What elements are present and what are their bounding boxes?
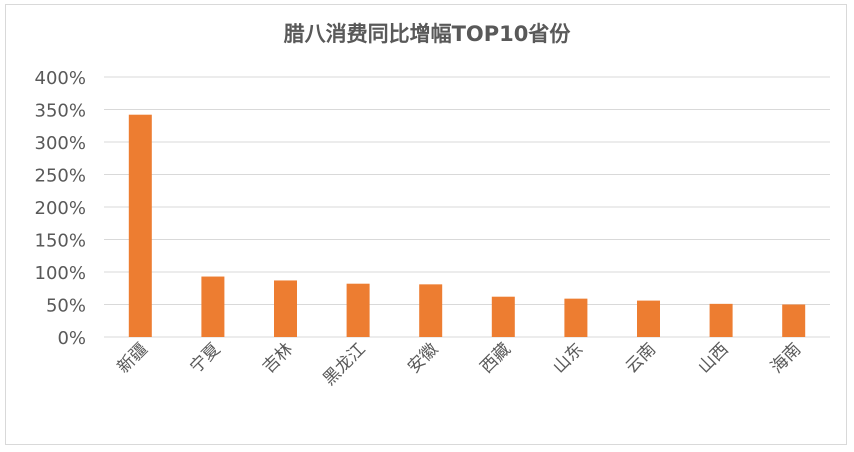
- x-axis-tick-labels: 新疆 宁夏 吉林 黑龙江 安徽 西藏 山东 云南 山西 海南: [114, 339, 806, 389]
- y-tick-label: 200%: [35, 198, 86, 219]
- bar: [491, 296, 515, 337]
- y-tick-label: 400%: [35, 68, 86, 89]
- bar: [201, 276, 225, 337]
- x-tick-label: 吉林: [259, 339, 297, 377]
- bar: [346, 283, 370, 337]
- x-tick-label: 新疆: [114, 339, 152, 377]
- x-tick-label: 安徽: [404, 339, 442, 377]
- bar: [709, 303, 733, 337]
- bar: [782, 304, 806, 337]
- y-axis-tick-labels: 0% 50% 100% 150% 200% 250% 300% 350% 400%: [35, 68, 86, 349]
- y-tick-label: 300%: [35, 133, 86, 154]
- x-tick-label: 黑龙江: [319, 339, 369, 389]
- y-tick-label: 0%: [57, 328, 86, 349]
- bar: [419, 284, 443, 337]
- y-tick-label: 350%: [35, 101, 86, 122]
- gridlines: [104, 76, 830, 338]
- bar: [274, 280, 297, 337]
- x-tick-label: 云南: [622, 339, 660, 377]
- x-tick-label: 山西: [694, 339, 732, 377]
- y-tick-label: 150%: [35, 231, 86, 252]
- x-tick-label: 西藏: [477, 339, 515, 377]
- x-tick-label: 山东: [549, 339, 587, 377]
- chart-title: 腊八消费同比增幅TOP10省份: [284, 22, 572, 46]
- y-tick-label: 50%: [46, 296, 86, 317]
- bar: [637, 300, 660, 337]
- x-tick-label: 宁夏: [186, 339, 224, 377]
- bars: [128, 114, 806, 337]
- y-tick-label: 100%: [35, 263, 86, 284]
- y-tick-label: 250%: [35, 166, 86, 187]
- bar: [128, 114, 152, 337]
- bar: [564, 298, 588, 337]
- x-tick-label: 海南: [767, 339, 805, 377]
